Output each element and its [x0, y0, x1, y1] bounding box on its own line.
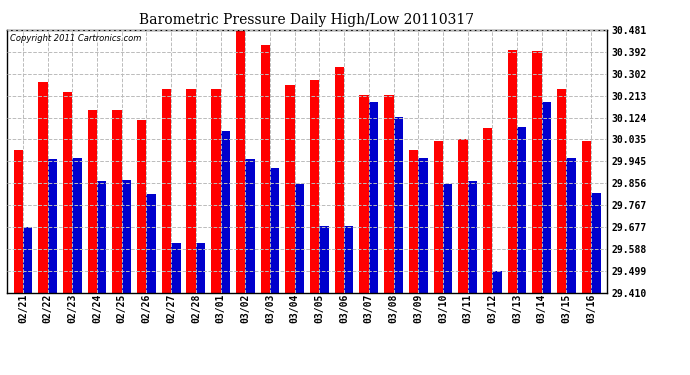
- Bar: [591, 192, 600, 292]
- Bar: [88, 110, 97, 292]
- Bar: [310, 81, 319, 292]
- Bar: [72, 158, 81, 292]
- Bar: [196, 243, 205, 292]
- Bar: [211, 89, 221, 292]
- Bar: [270, 168, 279, 292]
- Bar: [458, 139, 468, 292]
- Bar: [517, 127, 526, 292]
- Bar: [359, 95, 369, 292]
- Bar: [409, 150, 418, 292]
- Bar: [418, 158, 428, 292]
- Bar: [493, 271, 502, 292]
- Bar: [393, 117, 403, 292]
- Bar: [221, 131, 230, 292]
- Bar: [533, 51, 542, 292]
- Bar: [582, 141, 591, 292]
- Bar: [14, 150, 23, 292]
- Bar: [186, 89, 196, 292]
- Bar: [161, 89, 171, 292]
- Bar: [171, 243, 181, 292]
- Bar: [483, 128, 493, 292]
- Bar: [335, 67, 344, 292]
- Bar: [121, 180, 131, 292]
- Bar: [23, 227, 32, 292]
- Bar: [557, 89, 566, 292]
- Bar: [433, 141, 443, 292]
- Bar: [137, 120, 146, 292]
- Bar: [48, 159, 57, 292]
- Title: Barometric Pressure Daily High/Low 20110317: Barometric Pressure Daily High/Low 20110…: [139, 13, 475, 27]
- Bar: [508, 50, 517, 292]
- Bar: [63, 92, 72, 292]
- Bar: [236, 30, 245, 292]
- Bar: [146, 194, 156, 292]
- Bar: [245, 159, 255, 292]
- Bar: [112, 110, 121, 292]
- Bar: [566, 158, 576, 292]
- Bar: [285, 86, 295, 292]
- Bar: [369, 102, 378, 292]
- Bar: [319, 226, 329, 292]
- Bar: [542, 102, 551, 292]
- Bar: [384, 95, 393, 292]
- Bar: [97, 181, 106, 292]
- Bar: [443, 184, 453, 292]
- Bar: [295, 184, 304, 292]
- Text: Copyright 2011 Cartronics.com: Copyright 2011 Cartronics.com: [10, 34, 141, 43]
- Bar: [261, 45, 270, 292]
- Bar: [468, 181, 477, 292]
- Bar: [38, 82, 48, 292]
- Bar: [344, 226, 353, 292]
